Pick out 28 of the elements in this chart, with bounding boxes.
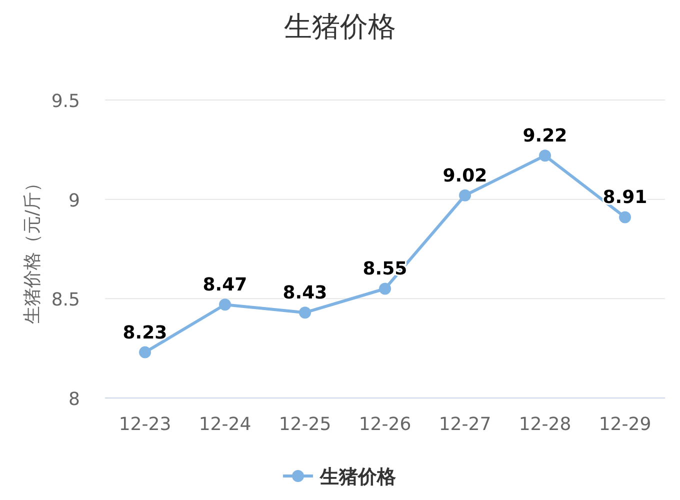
point <box>539 150 551 162</box>
y-tick-label: 9 <box>68 190 80 212</box>
x-tick-label: 12-26 <box>358 414 412 435</box>
chart-title: 生猪价格 <box>284 10 396 43</box>
data-label: 8.43 <box>282 282 328 304</box>
data-label: 8.55 <box>362 258 408 280</box>
point <box>379 282 391 295</box>
data-label: 9.22 <box>522 126 568 147</box>
data-label: 8.23 <box>122 322 168 344</box>
x-tick-label: 12-24 <box>198 414 252 435</box>
point <box>139 346 151 358</box>
x-tick-label: 12-29 <box>598 414 652 435</box>
y-tick-label: 9.5 <box>51 91 80 112</box>
point <box>619 211 631 224</box>
x-tick-label: 12-25 <box>278 414 332 435</box>
y-tick-label: 8 <box>68 389 80 410</box>
y-tick-label: 8.5 <box>51 290 80 311</box>
data-label: 8.47 <box>202 274 248 296</box>
y-axis-title: 生猪价格（元/斤） <box>22 174 43 324</box>
legend-label: 生猪价格 <box>319 466 397 488</box>
point <box>299 306 311 319</box>
point <box>459 189 471 202</box>
x-tick-label: 12-23 <box>118 414 172 435</box>
x-tick-label: 12-27 <box>438 414 492 435</box>
data-label: 8.91 <box>602 187 648 208</box>
point <box>219 298 231 311</box>
data-label: 9.02 <box>442 165 488 186</box>
x-tick-label: 12-28 <box>518 414 572 435</box>
